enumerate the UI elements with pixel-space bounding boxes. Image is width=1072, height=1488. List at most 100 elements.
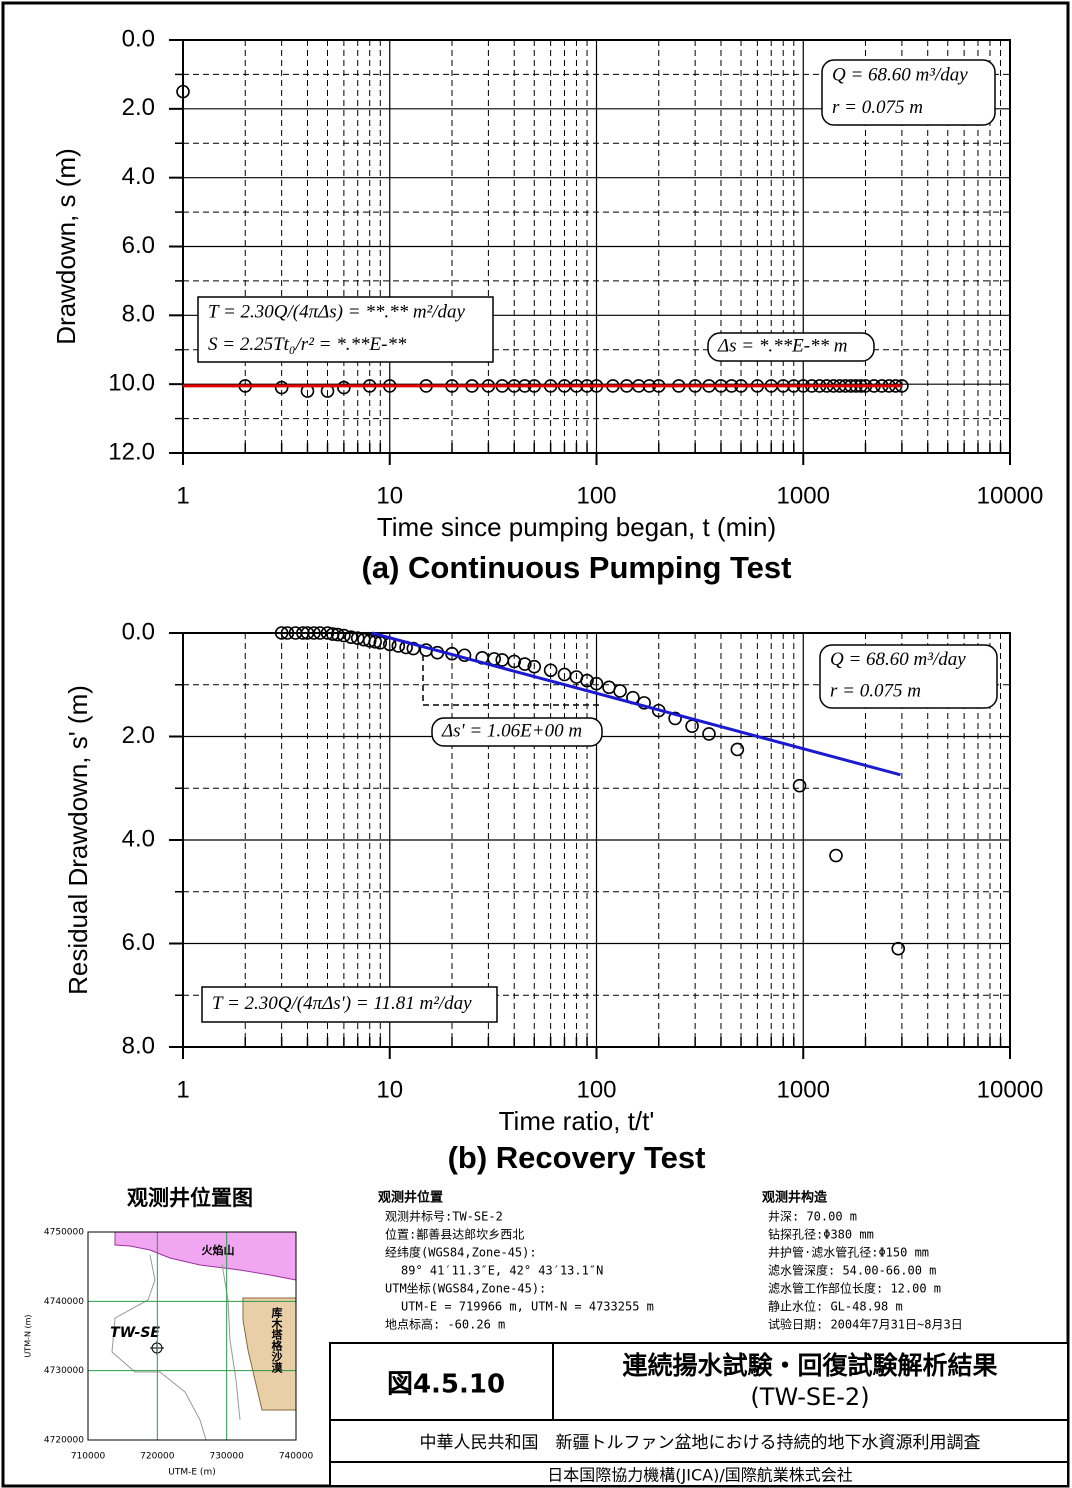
location-line: 位置:鄯善县达郎坎乡西北: [385, 1227, 524, 1242]
chart: 1 10 100 1000 10000 0.0 2.0 4.0 6.0 8.0 Time ratio…: [63, 618, 1044, 1175]
y-tick-label: 10.0: [108, 370, 155, 397]
map-y-tick-label: 4740000: [44, 1297, 84, 1307]
data-point: [337, 380, 351, 395]
data-point: [176, 84, 190, 99]
location-line: 89° 41′11.3″E, 42° 43′13.1″N: [401, 1264, 603, 1278]
y-tick-label: 2.0: [122, 722, 155, 749]
plot-frame: [182, 632, 1011, 1048]
x-tick-label: 10: [376, 482, 403, 509]
y-tick-label: 6.0: [122, 232, 155, 259]
y-tick-label: 4.0: [122, 825, 155, 852]
y-tick-label: 12.0: [108, 438, 155, 465]
data-point: [373, 636, 388, 650]
x-tick-label: 10: [376, 1076, 403, 1103]
map-x-title: UTM-E (m): [168, 1468, 215, 1478]
data-point: [307, 626, 321, 640]
x-tick-label: 100: [576, 482, 616, 509]
data-point: [543, 663, 558, 678]
y-tick-label: 0.0: [122, 618, 155, 645]
desert-label: 库木塔格沙漠: [270, 1306, 284, 1374]
mountain-label: 火焰山: [202, 1243, 235, 1257]
slope-guide: [422, 655, 600, 706]
annotation-text: Q = 68.60 m³/day: [832, 65, 968, 86]
y-axis-title: Drawdown, s (m): [51, 148, 81, 344]
figure-title: 連続揚水試験・回復試験解析結果: [622, 1351, 997, 1380]
x-tick-label: 10000: [977, 1076, 1044, 1103]
chart: 1 10 100 1000 10000 0.0 2.0 4.0 6.0 8.0 10.0 12.0 Ti…: [51, 25, 1044, 585]
location-line: 经纬度(WGS84,Zone-45):: [385, 1245, 537, 1260]
location-line: 观测井标号:TW-SE-2: [385, 1210, 503, 1224]
data-point: [829, 848, 843, 863]
data-point: [495, 653, 510, 667]
data-point: [668, 711, 682, 726]
y-tick-label: 8.0: [122, 1032, 155, 1059]
x-tick-label: 1: [176, 1076, 189, 1103]
y-tick-label: 0.0: [122, 25, 155, 52]
annotation-text: r = 0.075 m: [832, 97, 923, 118]
data-point: [337, 628, 351, 643]
data-point: [730, 742, 745, 757]
annotation-text: T = 2.30Q/(4πΔs') = 11.81 m²/day: [212, 993, 472, 1014]
annotation-text: Δs = *.**E-** m: [717, 335, 848, 356]
location-line: 地点标高: -60.26 m: [385, 1317, 505, 1332]
structure-line: 滤水管深度: 54.00-66.00 m: [768, 1263, 936, 1278]
y-tick-label: 2.0: [122, 94, 155, 121]
data-point: [518, 657, 532, 671]
data-point: [891, 941, 906, 956]
x-tick-label: 1: [176, 482, 189, 509]
data-point: [527, 659, 542, 674]
data-point: [274, 380, 289, 395]
data-point: [702, 727, 716, 741]
data-point: [344, 630, 358, 644]
plot-frame: [182, 39, 1011, 454]
annotation-text: r = 0.075 m: [830, 681, 921, 702]
data-point: [368, 634, 382, 649]
annotation-box: [819, 644, 998, 709]
fit-line: [371, 631, 901, 777]
data-point: [637, 696, 651, 710]
company-name: 日本国際協力機構(JICA)/国際航業株式会社: [547, 1466, 852, 1485]
data-point: [296, 626, 310, 640]
annotation-text: Δs' = 1.06E+00 m: [441, 720, 582, 741]
annotation-box: [707, 332, 875, 362]
data-point: [406, 641, 421, 656]
y-tick-label: 4.0: [122, 163, 155, 190]
annotation-text: T = 2.30Q/(4πΔs) = **.** m²/day: [208, 302, 466, 323]
y-tick-label: 6.0: [122, 929, 155, 956]
map-x-tick-label: 710000: [71, 1452, 106, 1462]
data-point: [362, 633, 377, 648]
map-frame: [87, 1231, 297, 1441]
annotation-box: [431, 717, 603, 747]
y-tick-label: 8.0: [122, 301, 155, 328]
map-y-tick-label: 4730000: [44, 1366, 84, 1376]
annotation-text: Q = 68.60 m³/day: [830, 649, 966, 670]
data-point: [280, 626, 295, 640]
chart-caption: (a) Continuous Pumping Test: [362, 550, 792, 585]
map-x-tick-label: 740000: [279, 1452, 314, 1462]
figure-well: (TW-SE-2): [750, 1383, 869, 1411]
data-point: [589, 676, 604, 691]
x-axis-title: Time ratio, t/t': [499, 1106, 655, 1136]
structure-line: 井深: 70.00 m: [768, 1210, 857, 1224]
data-point: [580, 673, 594, 688]
info: 观测井标号:TW-SE-2 位置:鄯善县达郎坎乡西北经纬度(WGS84,Zone-…: [385, 1210, 963, 1332]
x-tick-label: 1000: [777, 482, 830, 509]
boundary: [111, 1254, 241, 1441]
data-point: [613, 684, 627, 698]
y-axis-title: Residual Drawdown, s' (m): [63, 685, 93, 995]
x-axis-title: Time since pumping began, t (min): [377, 512, 776, 542]
annotation-box: [197, 296, 494, 363]
data-point: [685, 719, 699, 733]
location-map: 火焰山 TW-SE 710000 720000 730000 740000 472000…: [24, 1228, 314, 1478]
map-y-tick-label: 4720000: [44, 1436, 84, 1446]
location-heading: 观测井位置: [378, 1190, 443, 1206]
map-y-title: UTM-N (m): [24, 1314, 33, 1357]
structure-line: 滤水管工作部位长度: 12.00 m: [768, 1281, 941, 1296]
annotation-box: [821, 59, 996, 126]
data-point: [274, 626, 289, 640]
map-title: 观测井位置图: [127, 1186, 253, 1210]
structure-line: 静止水位: GL-48.98 m: [768, 1299, 903, 1314]
structure-line: 试验日期: 2004年7月31日~8月3日: [768, 1317, 963, 1332]
annotation-text: S = 2.25Tt₀/r² = *.**E-**: [208, 334, 407, 355]
map-y-tick-label: 4750000: [44, 1228, 84, 1238]
